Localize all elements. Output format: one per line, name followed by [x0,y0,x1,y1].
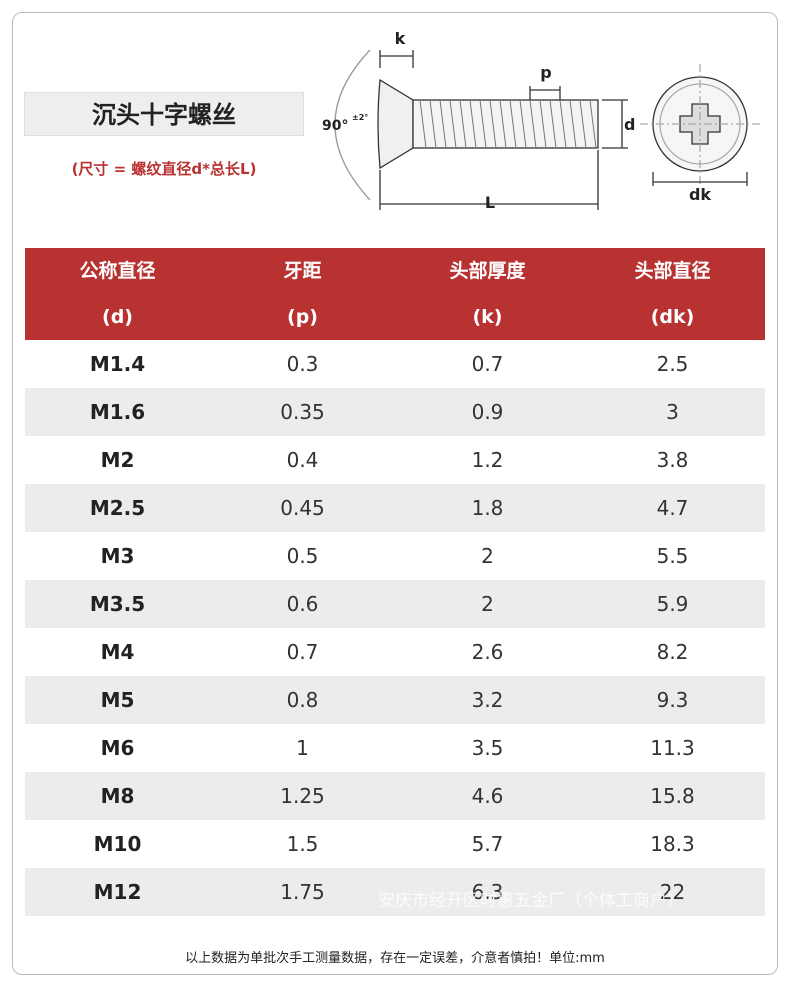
table-cell: M3.5 [89,592,146,616]
header-name: 头部直径 [634,260,711,282]
table-cell: 0.6 [286,592,319,616]
table-cell: 6.3 [471,880,504,904]
table-row: M12 1.75 6.3 22 [25,868,765,916]
label-k: k [395,29,406,48]
header-cell: 牙距 (p) [210,248,395,340]
table-cell: 3 [666,400,679,424]
label-L: L [485,193,495,212]
table-cell: 0.45 [280,496,325,520]
table-cell: 0.3 [286,352,319,376]
table-cell: M2.5 [89,496,146,520]
table-cell: 3.5 [471,736,504,760]
table-cell: M2 [100,448,135,472]
header-cell: 头部直径 (dk) [580,248,765,340]
header-name: 公称直径 [79,260,156,282]
table-cell: M1.4 [89,352,146,376]
table-row: M1.4 0.3 0.7 2.5 [25,340,765,388]
table-cell: 1.75 [280,880,325,904]
table-row: M1.6 0.35 0.9 3 [25,388,765,436]
watermark-brand: 盛邦荣 [686,931,737,951]
table-cell: 11.3 [650,736,695,760]
table-cell: 5.9 [656,592,689,616]
header-cell: 公称直径 (d) [25,248,210,340]
label-d: d [624,115,635,134]
table-cell: 9.3 [656,688,689,712]
table-cell: 1.25 [280,784,325,808]
table-row: M10 1.5 5.7 18.3 [25,820,765,868]
header-name: 牙距 [283,260,322,282]
table-cell: 1.5 [286,832,319,856]
title: 沉头十字螺丝 [24,92,304,136]
subtitle: (尺寸 = 螺纹直径d*总长L) [71,160,257,178]
table-cell: 1 [296,736,309,760]
table-cell: 1.2 [471,448,504,472]
table-cell: 18.3 [650,832,695,856]
table-cell: M12 [93,880,142,904]
frame [12,12,778,975]
table-cell: 2.5 [656,352,689,376]
table-cell: M10 [93,832,142,856]
table-cell: 0.7 [471,352,504,376]
table-cell: M6 [100,736,135,760]
table-row: M3.5 0.6 2 5.9 [25,580,765,628]
table-cell: 4.6 [471,784,504,808]
table-row: M5 0.8 3.2 9.3 [25,676,765,724]
table-cell: 5.7 [471,832,504,856]
table-cell: 22 [659,880,686,904]
table-cell: 3.8 [656,448,689,472]
label-angle: 90° [322,118,348,134]
table-cell: M4 [100,640,135,664]
table-cell: 4.7 [656,496,689,520]
table-row: M8 1.25 4.6 15.8 [25,772,765,820]
table-cell: 3.2 [471,688,504,712]
label-tolerance: ±2° [352,113,368,122]
table-header: 公称直径 (d) 牙距 (p) 头部厚度 (k) 头部直径 (dk) [25,248,765,340]
table-cell: 2 [481,544,494,568]
table-cell: 0.9 [471,400,504,424]
table-cell: 0.5 [286,544,319,568]
table-cell: 0.8 [286,688,319,712]
table-row: M2.5 0.45 1.8 4.7 [25,484,765,532]
header-symbol: (p) [287,306,318,328]
header-name: 头部厚度 [449,260,526,282]
table-cell: 1.8 [471,496,504,520]
table-cell: 0.35 [280,400,325,424]
screw-diagram: k p 90° ±2° d L dk [322,29,760,212]
label-p: p [540,63,551,82]
table-cell: 2.6 [471,640,504,664]
table-cell: 8.2 [656,640,689,664]
table-cell: 5.5 [656,544,689,568]
header-symbol: (k) [472,306,503,328]
table-cell: M1.6 [89,400,146,424]
table-cell: M8 [100,784,135,808]
watermark: 安庆市经开区时惠五金厂（个体工商户） [378,891,684,911]
header-symbol: (dk) [650,306,695,328]
table-cell: M3 [100,544,135,568]
table-cell: 0.7 [286,640,319,664]
table-row: M6 1 3.5 11.3 [25,724,765,772]
table-cell: M5 [100,688,135,712]
header-cell: 头部厚度 (k) [395,248,580,340]
label-dk: dk [689,185,711,204]
table-cell: 2 [481,592,494,616]
table-cell: 15.8 [650,784,695,808]
table-row: M4 0.7 2.6 8.2 [25,628,765,676]
table-cell: 0.4 [286,448,319,472]
table-row: M3 0.5 2 5.5 [25,532,765,580]
table-row: M2 0.4 1.2 3.8 [25,436,765,484]
header-symbol: (d) [102,306,133,328]
footer-note: 以上数据为单批次手工测量数据，存在一定误差，介意者慎拍！单位:mm [185,951,605,966]
